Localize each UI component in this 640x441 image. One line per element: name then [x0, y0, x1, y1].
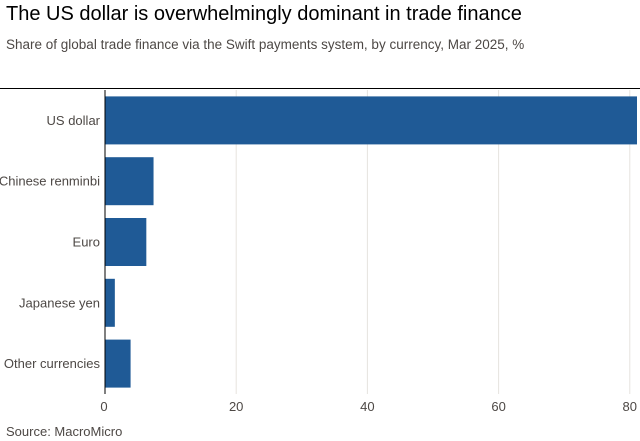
chart-title: The US dollar is overwhelmingly dominant… [6, 3, 522, 25]
bar-us-dollar [105, 96, 637, 145]
category-label: Chinese renminbi [0, 174, 100, 189]
x-tick-label: 80 [623, 399, 637, 414]
chart-subtitle: Share of global trade finance via the Sw… [6, 37, 525, 52]
bar-japanese-yen [105, 278, 115, 327]
x-tick-label: 60 [491, 399, 505, 414]
category-label: US dollar [47, 113, 101, 128]
chart-source: Source: MacroMicro [6, 424, 123, 439]
x-tick-label: 20 [229, 399, 243, 414]
category-label: Other currencies [4, 356, 101, 371]
category-label: Euro [73, 235, 100, 250]
x-tick-label: 40 [360, 399, 374, 414]
x-tick-label: 0 [100, 399, 107, 414]
bar-chinese-renminbi [105, 157, 154, 206]
top-rule [0, 88, 640, 89]
bar-other-currencies [105, 339, 131, 388]
category-label: Japanese yen [19, 295, 100, 310]
bar-euro [105, 218, 147, 266]
